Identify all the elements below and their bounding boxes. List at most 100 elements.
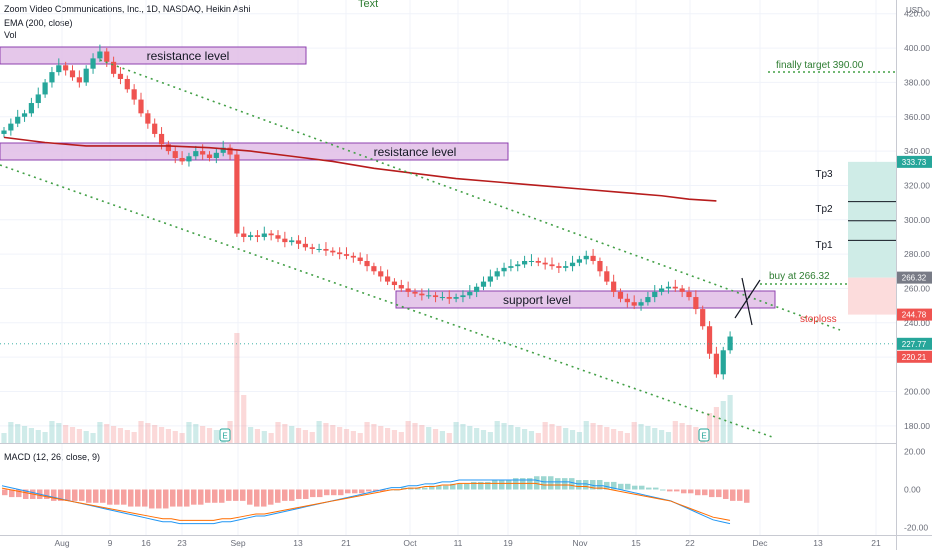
candle: [268, 233, 274, 236]
earnings-marker-letter: E: [222, 432, 227, 441]
candle: [706, 326, 713, 354]
volume-bar: [665, 432, 672, 443]
macd-histogram-bar: [436, 485, 442, 490]
macd-histogram-bar: [737, 489, 743, 501]
candle: [432, 295, 439, 298]
support-zone: [395, 290, 776, 309]
macd-histogram-bar: [702, 489, 708, 496]
candle: [42, 82, 48, 95]
volume-bar: [446, 433, 452, 443]
volume-bar: [104, 424, 110, 443]
target-zone: [848, 161, 896, 278]
currency-label: USD: [906, 6, 923, 15]
macd-histogram-bar: [478, 481, 484, 490]
candle: [337, 252, 343, 255]
candle: [83, 68, 89, 83]
macd-histogram-bar: [51, 489, 57, 501]
macd-line: [1, 479, 731, 525]
macd-tick-label: -20.00: [904, 522, 928, 532]
tp3-label: Tp3: [815, 169, 833, 180]
symbol-legend[interactable]: Zoom Video Communications, Inc., 1D, NAS…: [4, 4, 251, 14]
volume-bar: [583, 421, 589, 443]
signal-line: [1, 482, 731, 521]
macd-histogram-bar: [681, 489, 687, 494]
candle: [460, 295, 466, 298]
candle: [713, 353, 719, 375]
macd-histogram-bar: [296, 489, 302, 499]
macd-histogram-bar: [716, 489, 722, 498]
macd-histogram-bar: [534, 476, 540, 490]
volume-bar: [49, 421, 55, 443]
macd-histogram-bar: [170, 489, 176, 507]
volume-bar: [398, 432, 404, 443]
macd-histogram-bar: [352, 489, 358, 494]
candle: [158, 133, 165, 145]
candle: [186, 156, 192, 162]
volume-bar: [357, 433, 363, 443]
candle: [330, 250, 336, 253]
macd-histogram-bar: [254, 489, 260, 507]
candle: [371, 266, 377, 272]
macd-histogram-bar: [317, 489, 323, 498]
candle: [501, 267, 507, 272]
candle: [350, 255, 356, 258]
candle: [49, 72, 55, 83]
candle: [145, 113, 151, 124]
axes: 420.00 400.00 380.00 360.00 340.00 320.00 300.…: [54, 9, 932, 548]
candle: [398, 285, 404, 289]
candle: [474, 286, 480, 292]
candle: [35, 94, 41, 104]
price-tick-label: 240.00: [904, 318, 930, 328]
macd-histogram-bar: [422, 487, 428, 490]
candle: [563, 266, 569, 268]
time-tick-label: Oct: [403, 538, 417, 548]
macd-histogram-bar: [198, 489, 204, 505]
volume-bar: [542, 422, 548, 443]
macd-histogram-bar: [275, 489, 281, 503]
candle: [90, 58, 96, 69]
candle: [542, 262, 548, 265]
volume-legend[interactable]: Vol: [4, 30, 17, 40]
volume-bar: [309, 432, 315, 443]
candle: [631, 302, 637, 306]
macd-histogram-bar: [65, 489, 71, 501]
volume-bar: [28, 428, 34, 443]
volume-bar: [241, 395, 247, 443]
macd-histogram-bar: [107, 489, 113, 505]
macd-histogram-bar: [604, 481, 610, 490]
candle: [720, 350, 726, 375]
volume-bar: [158, 427, 165, 443]
candle: [289, 240, 295, 243]
candle: [419, 293, 425, 296]
volume-bar: [254, 429, 261, 443]
macd-histogram-bar: [79, 489, 85, 501]
volume-bar: [138, 421, 144, 443]
volume-bar: [35, 430, 41, 443]
macd-histogram-bar: [744, 489, 750, 503]
time-tick-label: Nov: [572, 538, 588, 548]
macd-histogram-bar: [177, 489, 183, 507]
volume-bar: [111, 426, 117, 443]
macd-legend[interactable]: MACD (12, 26, close, 9): [4, 452, 101, 462]
ema-legend[interactable]: EMA (200, close): [4, 18, 73, 28]
macd-histogram-bar: [366, 489, 372, 492]
macd-histogram-bar: [72, 489, 78, 501]
macd-histogram-bar: [506, 480, 512, 490]
volume-bar: [439, 431, 445, 443]
macd-tick-label: 0.00: [904, 485, 921, 495]
volume-bar: [624, 433, 630, 443]
price-tick-label: 280.00: [904, 249, 930, 259]
volume-bar: [617, 431, 624, 443]
macd-histogram-bar: [86, 489, 92, 503]
candle: [576, 259, 582, 263]
volume-bar: [556, 426, 562, 443]
macd-histogram-bar: [310, 489, 316, 498]
ema-200-line: [3, 136, 717, 202]
top-text-note[interactable]: Text: [358, 0, 379, 10]
candle: [528, 260, 535, 262]
time-tick-label: 13: [813, 538, 823, 548]
macd-histogram-bar: [289, 489, 295, 501]
macd-histogram-bar: [541, 476, 547, 490]
candle: [665, 286, 672, 289]
